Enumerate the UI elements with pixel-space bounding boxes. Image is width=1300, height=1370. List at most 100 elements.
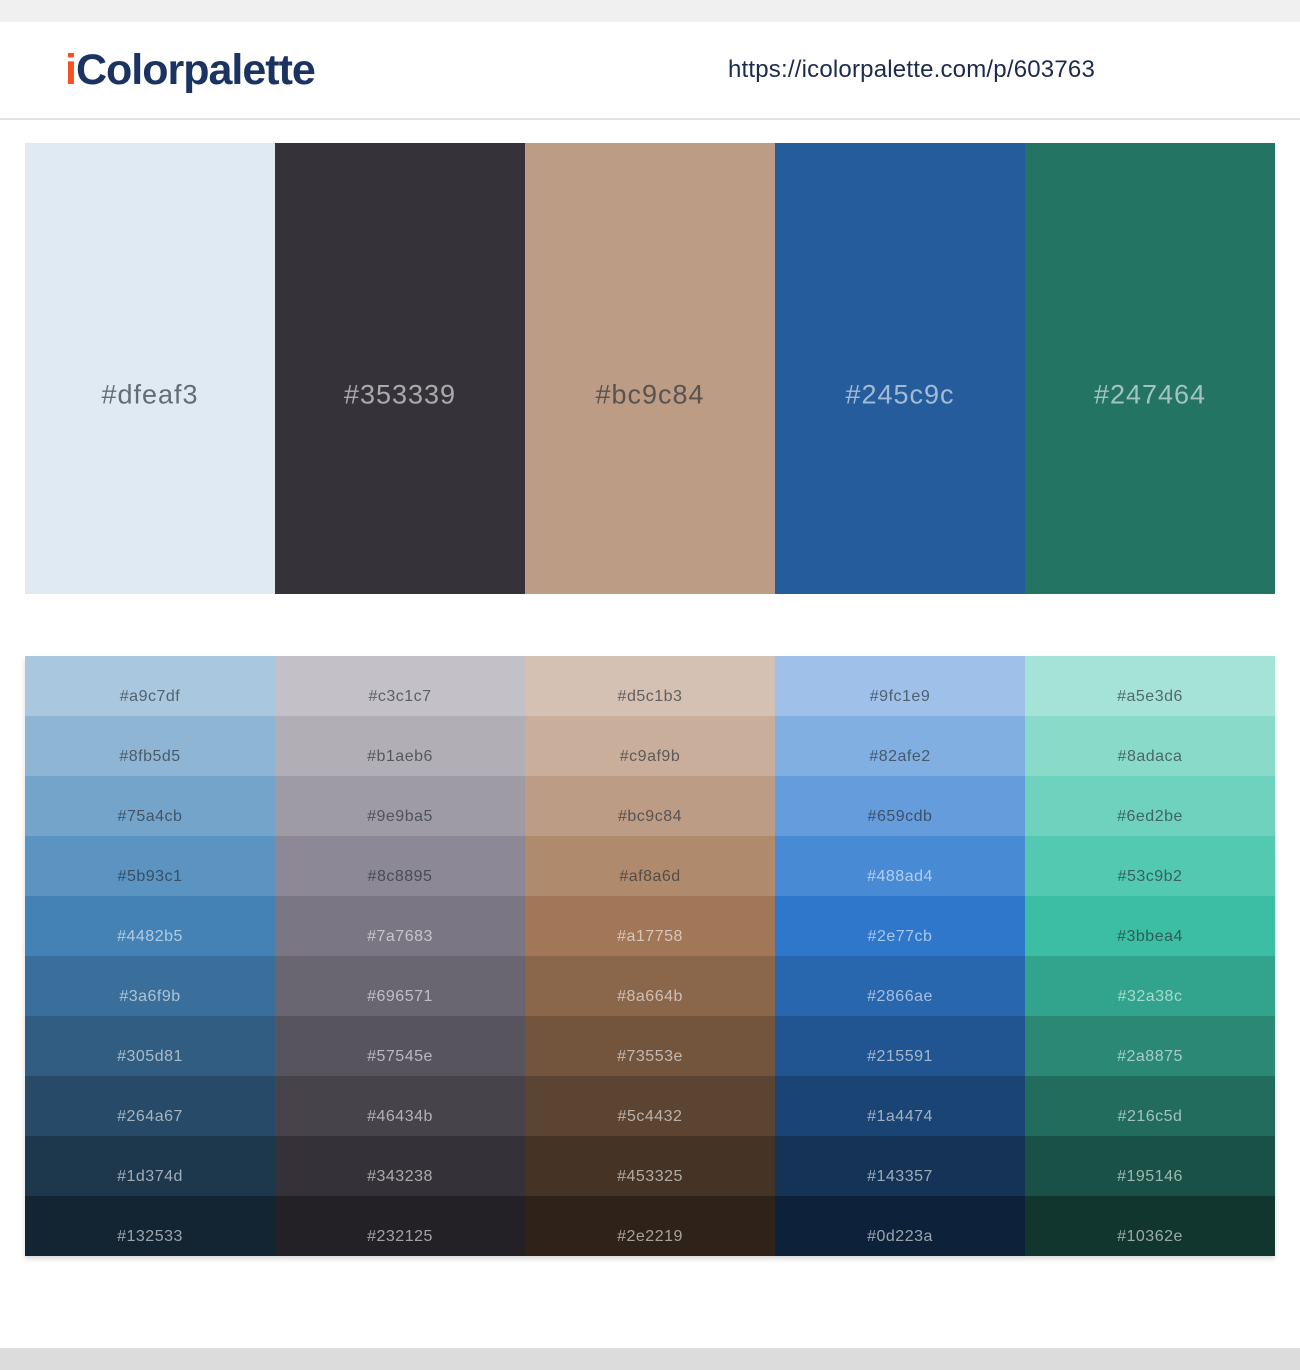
- shade-hex-label: #488ad4: [867, 868, 933, 885]
- shade-cell[interactable]: #46434b: [275, 1076, 525, 1136]
- shade-cell[interactable]: #659cdb: [775, 776, 1025, 836]
- shade-cell[interactable]: #0d223a: [775, 1196, 1025, 1256]
- shade-cell[interactable]: #696571: [275, 956, 525, 1016]
- shade-cell[interactable]: #10362e: [1025, 1196, 1275, 1256]
- shades-grid: #a9c7df #8fb5d5 #75a4cb #5b93c1 #4482b5 #3a6f…: [25, 656, 1275, 1256]
- shade-cell[interactable]: #5c4432: [525, 1076, 775, 1136]
- shade-cell[interactable]: #2e2219: [525, 1196, 775, 1256]
- palette-swatch[interactable]: #dfeaf3: [25, 143, 275, 594]
- shade-cell[interactable]: #2e77cb: [775, 896, 1025, 956]
- shade-cell[interactable]: #232125: [275, 1196, 525, 1256]
- shade-cell[interactable]: #1a4474: [775, 1076, 1025, 1136]
- shade-cell[interactable]: #132533: [25, 1196, 275, 1256]
- shade-cell[interactable]: #b1aeb6: [275, 716, 525, 776]
- shade-cell[interactable]: #8adaca: [1025, 716, 1275, 776]
- shade-hex-label: #57545e: [367, 1048, 433, 1065]
- shade-hex-label: #6ed2be: [1117, 808, 1183, 825]
- palette-swatch[interactable]: #247464: [1025, 143, 1275, 594]
- shade-hex-label: #53c9b2: [1117, 868, 1183, 885]
- shade-hex-label: #2a8875: [1117, 1048, 1183, 1065]
- shade-hex-label: #2e2219: [617, 1228, 683, 1245]
- shade-hex-label: #8fb5d5: [119, 748, 181, 765]
- shade-hex-label: #82afe2: [869, 748, 931, 765]
- shade-hex-label: #75a4cb: [117, 808, 183, 825]
- shade-hex-label: #d5c1b3: [617, 688, 683, 705]
- shade-hex-label: #453325: [617, 1168, 683, 1185]
- shade-cell[interactable]: #82afe2: [775, 716, 1025, 776]
- shade-hex-label: #216c5d: [1117, 1108, 1183, 1125]
- site-header: iColorpalette https://icolorpalette.com/…: [0, 22, 1300, 120]
- shade-hex-label: #a5e3d6: [1117, 688, 1183, 705]
- shade-hex-label: #b1aeb6: [367, 748, 433, 765]
- shade-cell[interactable]: #9fc1e9: [775, 656, 1025, 716]
- shade-cell[interactable]: #c9af9b: [525, 716, 775, 776]
- shade-cell[interactable]: #c3c1c7: [275, 656, 525, 716]
- palette-swatch-hex-label: #dfeaf3: [101, 379, 199, 410]
- shade-cell[interactable]: #73553e: [525, 1016, 775, 1076]
- palette-swatch-hex-label: #bc9c84: [595, 379, 705, 410]
- shade-cell[interactable]: #af8a6d: [525, 836, 775, 896]
- shade-cell[interactable]: #a17758: [525, 896, 775, 956]
- shade-cell[interactable]: #216c5d: [1025, 1076, 1275, 1136]
- palette-swatch-hex-label: #247464: [1093, 379, 1207, 410]
- shade-hex-label: #305d81: [117, 1048, 183, 1065]
- shade-cell[interactable]: #2a8875: [1025, 1016, 1275, 1076]
- shade-cell[interactable]: #143357: [775, 1136, 1025, 1196]
- shade-hex-label: #5c4432: [617, 1108, 683, 1125]
- shade-cell[interactable]: #264a67: [25, 1076, 275, 1136]
- shade-cell[interactable]: #bc9c84: [525, 776, 775, 836]
- brand-logo[interactable]: iColorpalette: [65, 45, 316, 94]
- shade-hex-label: #9fc1e9: [869, 688, 931, 705]
- shade-cell[interactable]: #a5e3d6: [1025, 656, 1275, 716]
- shade-cell[interactable]: #305d81: [25, 1016, 275, 1076]
- top-strip: [0, 0, 1300, 22]
- shade-cell[interactable]: #57545e: [275, 1016, 525, 1076]
- shade-cell[interactable]: #75a4cb: [25, 776, 275, 836]
- palette-swatch[interactable]: #353339: [275, 143, 525, 594]
- shade-hex-label: #215591: [867, 1048, 933, 1065]
- shade-cell[interactable]: #8a664b: [525, 956, 775, 1016]
- shade-cell[interactable]: #a9c7df: [25, 656, 275, 716]
- palette-swatch-hex-label: #245c9c: [845, 379, 955, 410]
- shade-cell[interactable]: #195146: [1025, 1136, 1275, 1196]
- shade-hex-label: #5b93c1: [117, 868, 183, 885]
- shade-cell[interactable]: #215591: [775, 1016, 1025, 1076]
- shade-cell[interactable]: #32a38c: [1025, 956, 1275, 1016]
- shade-hex-label: #c9af9b: [619, 748, 681, 765]
- brand-logo-prefix: i: [65, 45, 77, 94]
- shade-cell[interactable]: #53c9b2: [1025, 836, 1275, 896]
- shade-cell[interactable]: #5b93c1: [25, 836, 275, 896]
- main-palette: #dfeaf3 #353339 #bc9c84 #245c9c #247464: [25, 143, 1275, 594]
- palette-swatch[interactable]: #245c9c: [775, 143, 1025, 594]
- shade-cell[interactable]: #488ad4: [775, 836, 1025, 896]
- shade-hex-label: #143357: [867, 1168, 933, 1185]
- shade-cell[interactable]: #6ed2be: [1025, 776, 1275, 836]
- shade-hex-label: #10362e: [1117, 1228, 1183, 1245]
- shade-hex-label: #4482b5: [117, 928, 183, 945]
- shade-cell[interactable]: #8fb5d5: [25, 716, 275, 776]
- shade-cell[interactable]: #2866ae: [775, 956, 1025, 1016]
- shade-hex-label: #9e9ba5: [367, 808, 433, 825]
- shade-hex-label: #1a4474: [867, 1108, 933, 1125]
- shade-cell[interactable]: #343238: [275, 1136, 525, 1196]
- shade-cell[interactable]: #1d374d: [25, 1136, 275, 1196]
- shade-hex-label: #8c8895: [367, 868, 433, 885]
- shade-hex-label: #2e77cb: [867, 928, 933, 945]
- shade-cell[interactable]: #9e9ba5: [275, 776, 525, 836]
- shade-hex-label: #3a6f9b: [119, 988, 181, 1005]
- shade-cell[interactable]: #453325: [525, 1136, 775, 1196]
- footer-strip: [0, 1348, 1300, 1370]
- shade-cell[interactable]: #3a6f9b: [25, 956, 275, 1016]
- shade-hex-label: #46434b: [367, 1108, 433, 1125]
- shade-cell[interactable]: #4482b5: [25, 896, 275, 956]
- palette-swatch-hex-label: #353339: [343, 379, 457, 410]
- shade-cell[interactable]: #d5c1b3: [525, 656, 775, 716]
- shade-cell[interactable]: #7a7683: [275, 896, 525, 956]
- palette-url[interactable]: https://icolorpalette.com/p/603763: [727, 56, 1095, 83]
- shade-cell[interactable]: #3bbea4: [1025, 896, 1275, 956]
- shade-hex-label: #a17758: [617, 928, 683, 945]
- shade-cell[interactable]: #8c8895: [275, 836, 525, 896]
- shade-hex-label: #232125: [367, 1228, 433, 1245]
- palette-swatch[interactable]: #bc9c84: [525, 143, 775, 594]
